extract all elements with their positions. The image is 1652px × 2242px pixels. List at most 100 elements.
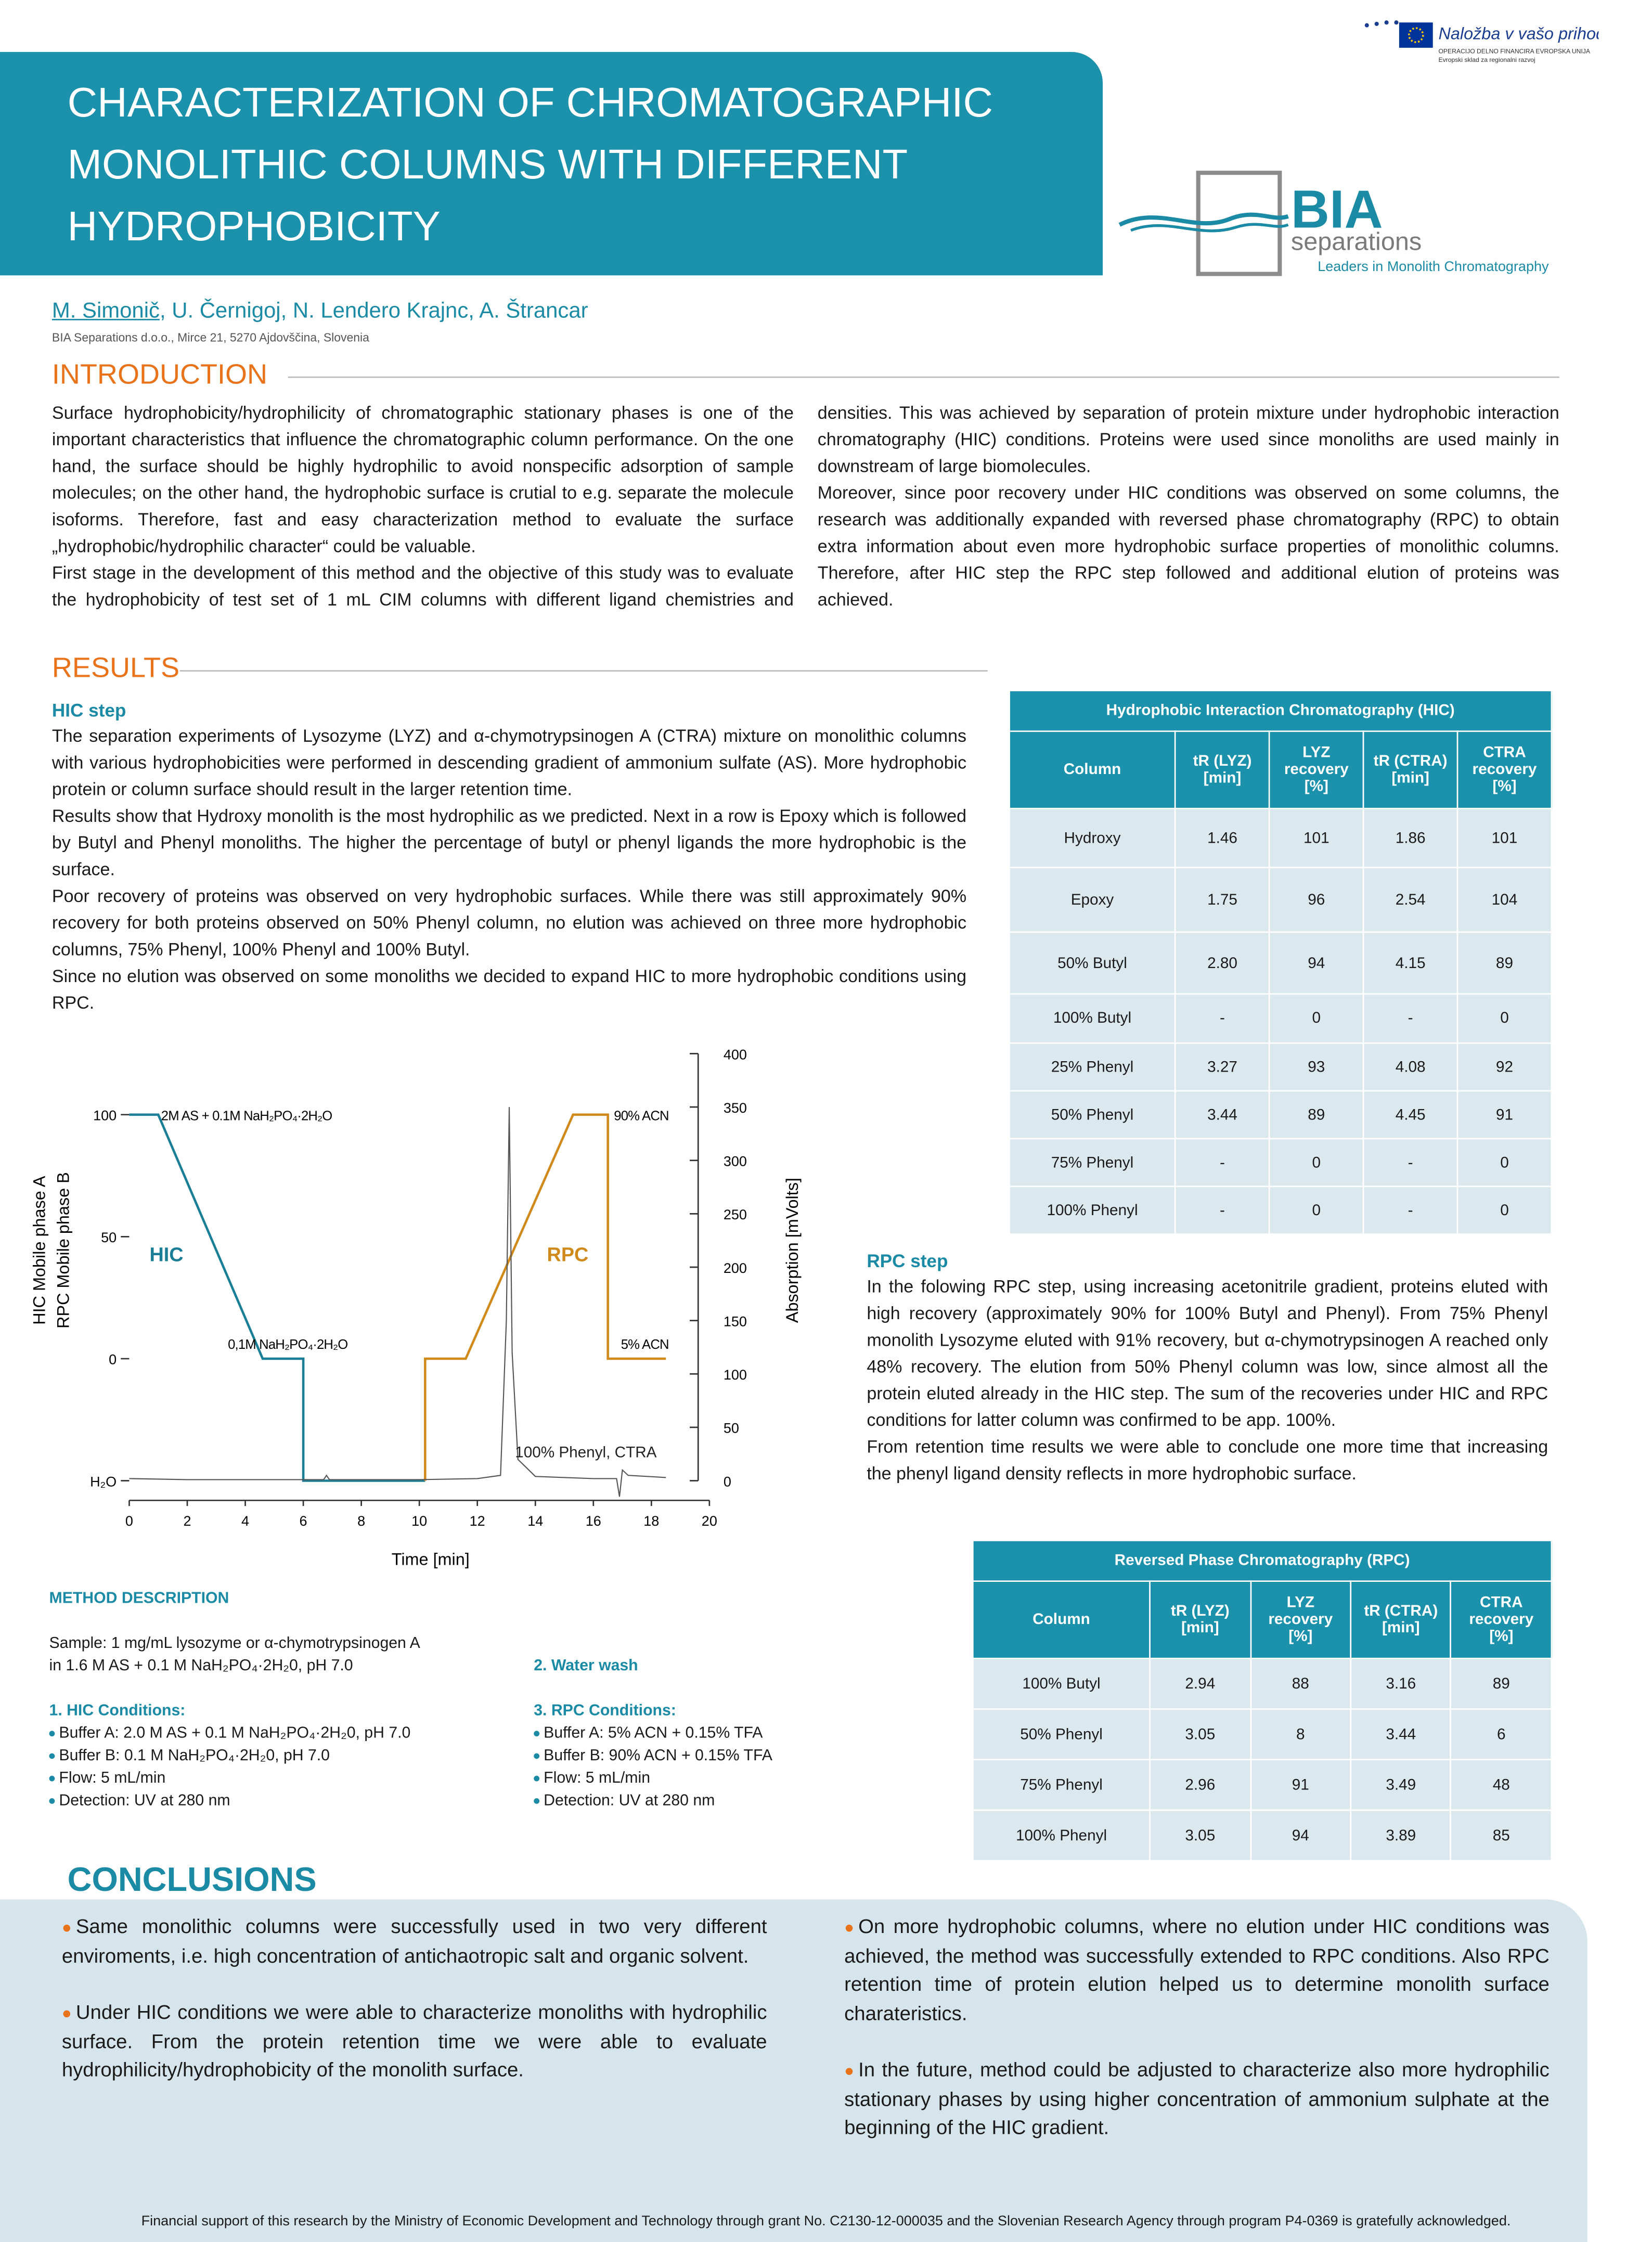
y2-tick-label: 100: [724, 1367, 747, 1383]
condition: Detection: UV at 280 nm: [49, 1790, 527, 1812]
paragraph: Poor recovery of proteins was observed o…: [51, 886, 967, 960]
eu-slogan: Naložba v vašo prihodnost: [1438, 24, 1598, 43]
table-cell: 4.15: [1362, 931, 1459, 995]
table-cell: 94: [1269, 931, 1364, 995]
y2-tick-label: 0: [724, 1474, 731, 1489]
other-authors: , U. Černigoj, N. Lendero Krajnc, A. Štr…: [159, 299, 588, 324]
table-row: 50% Phenyl 3.44 89 4.45 91: [1009, 1090, 1553, 1140]
table-cell: 0: [1456, 1186, 1553, 1235]
y-tick-label: 0: [109, 1352, 117, 1368]
footer: Financial support of this research by th…: [141, 2214, 1511, 2230]
condition: Buffer A: 5% ACN + 0.15% TFA: [534, 1722, 801, 1745]
eu-logo: Naložba v vašo prihodnost OPERACIJO DELN…: [1364, 20, 1598, 63]
table-cell: 3.89: [1350, 1809, 1452, 1862]
bullet: Under HIC conditions we were able to cha…: [62, 1999, 767, 2085]
table-row: 50% Phenyl 3.05 8 3.44 6: [972, 1708, 1553, 1760]
y-tick-label: 50: [101, 1230, 117, 1245]
conclusions-left: Same monolithic columns were successfull…: [62, 1913, 767, 2114]
table-cell: 89: [1269, 1090, 1364, 1140]
table-cell: 6: [1450, 1708, 1553, 1760]
method-subtitle: 2. Water wash: [534, 1657, 638, 1675]
conclusions-right: On more hydrophobic columns, where no el…: [844, 1913, 1550, 2171]
x-tick-label: 10: [411, 1513, 427, 1529]
series-label: RPC: [547, 1244, 589, 1266]
eu-flag: [1399, 22, 1433, 48]
y2-tick-label: 300: [724, 1154, 747, 1169]
table-title: Hydrophobic Interaction Chromatography (…: [1009, 690, 1553, 732]
x-tick-label: 18: [643, 1513, 659, 1529]
x-tick-label: 4: [241, 1513, 249, 1529]
table-cell: 50% Butyl: [1009, 931, 1176, 995]
y2-tick-label: 200: [724, 1260, 747, 1276]
table-row: 100% Butyl 2.94 88 3.16 89: [972, 1657, 1553, 1710]
section-heading: RESULTS: [51, 653, 180, 685]
intro-text: Surface hydrophobicity/hydrophilicity of…: [52, 401, 1559, 642]
logo-sub: separations: [1291, 228, 1422, 256]
method-left: METHOD DESCRIPTION Sample: 1 mg/mL lysoz…: [49, 1588, 527, 1812]
table-row: Epoxy 1.75 96 2.54 104: [1009, 867, 1553, 933]
table-cell: 3.05: [1149, 1809, 1251, 1862]
table-cell: 3.05: [1149, 1708, 1251, 1760]
series-label: 100% Phenyl, CTRA: [515, 1444, 656, 1461]
y2-tick-label: 150: [724, 1313, 747, 1329]
paragraph: First stage in the development of this m…: [51, 403, 1559, 610]
bullet: Same monolithic columns were successfull…: [62, 1913, 767, 1971]
conclusions-band: [0, 1899, 1588, 2242]
table-row: 100% Phenyl -0-0: [1009, 1186, 1553, 1235]
table-cell: 96: [1269, 867, 1364, 933]
subheading: HIC step: [51, 699, 126, 721]
table-cell: 91: [1456, 1090, 1553, 1140]
hic-table-box: Hydrophobic Interaction Chromatography (…: [1009, 690, 1553, 1235]
paragraph: Since no elution was observed on some mo…: [51, 967, 967, 1013]
table-row: 75% Phenyl 2.96 91 3.49 48: [972, 1759, 1553, 1811]
paragraph: In the folowing RPC step, using increasi…: [867, 1277, 1548, 1431]
table-cell: 4.45: [1362, 1090, 1459, 1140]
sample-line: in 1.6 M AS + 0.1 M NaH₂PO₄·2H₂0, pH 7.0: [49, 1657, 353, 1675]
paragraph: From retention time results we were able…: [867, 1437, 1548, 1484]
table-cell: 2.80: [1175, 931, 1270, 995]
authors: M. Simonič, U. Černigoj, N. Lendero Kraj…: [52, 299, 588, 325]
series-label: HIC: [150, 1244, 184, 1266]
table-cell: 100% Phenyl: [1009, 1186, 1176, 1235]
annotation: 2M AS + 0.1M NaH₂PO₄·2H₂O: [161, 1109, 332, 1124]
table-cell: 75% Phenyl: [972, 1759, 1151, 1811]
y2-tick-label: 50: [724, 1421, 739, 1436]
paragraph: Surface hydrophobicity/hydrophilicity of…: [51, 403, 794, 557]
table-cell: 0: [1456, 993, 1553, 1044]
method-list: Buffer A: 5% ACN + 0.15% TFA Buffer B: 90…: [534, 1722, 801, 1812]
x-tick-label: 6: [300, 1513, 307, 1529]
y-tick-label: 100: [93, 1108, 117, 1124]
table-cell: 101: [1269, 807, 1364, 869]
table-cell: 8: [1249, 1708, 1352, 1760]
table-cell: 101: [1456, 807, 1553, 869]
table-row: 75% Phenyl -0-0: [1009, 1138, 1553, 1188]
table-row: 100% Butyl -0-0: [1009, 993, 1553, 1044]
presenting-author: M. Simonič: [51, 299, 160, 324]
table-cell: -: [1175, 1138, 1270, 1188]
table-cell: 0: [1269, 1138, 1364, 1188]
table-cell: -: [1362, 1186, 1459, 1235]
header-row: Column tR (LYZ) [min] LYZ recovery [%] tR (…: [1009, 730, 1553, 809]
method-subtitle: 1. HIC Conditions:: [49, 1703, 186, 1720]
table-cell: 1.86: [1362, 807, 1459, 869]
y-tick-label: H₂O: [90, 1474, 117, 1489]
table-title-row: Reversed Phase Chromatography (RPC): [972, 1539, 1553, 1582]
x-tick-label: 16: [586, 1513, 601, 1529]
table-cell: 48: [1450, 1759, 1553, 1811]
table-cell: 91: [1249, 1759, 1352, 1811]
logo-wave: [1130, 223, 1289, 233]
table-cell: 100% Phenyl: [972, 1809, 1151, 1862]
x-tick-label: 0: [125, 1513, 133, 1529]
table-cell: 0: [1269, 1186, 1364, 1235]
data-table: Hydrophobic Interaction Chromatography (…: [1009, 690, 1553, 1235]
table-cell: 88: [1249, 1657, 1352, 1710]
table-cell: 2.96: [1149, 1759, 1251, 1811]
table-cell: 0: [1456, 1138, 1553, 1188]
series-line: [424, 1113, 666, 1481]
table-cell: -: [1175, 993, 1270, 1044]
section-heading: CONCLUSIONS: [67, 1861, 317, 1900]
header-cell: Column: [1009, 730, 1176, 809]
table-cell: 1.46: [1175, 807, 1270, 869]
x-tick-label: 8: [357, 1513, 365, 1529]
